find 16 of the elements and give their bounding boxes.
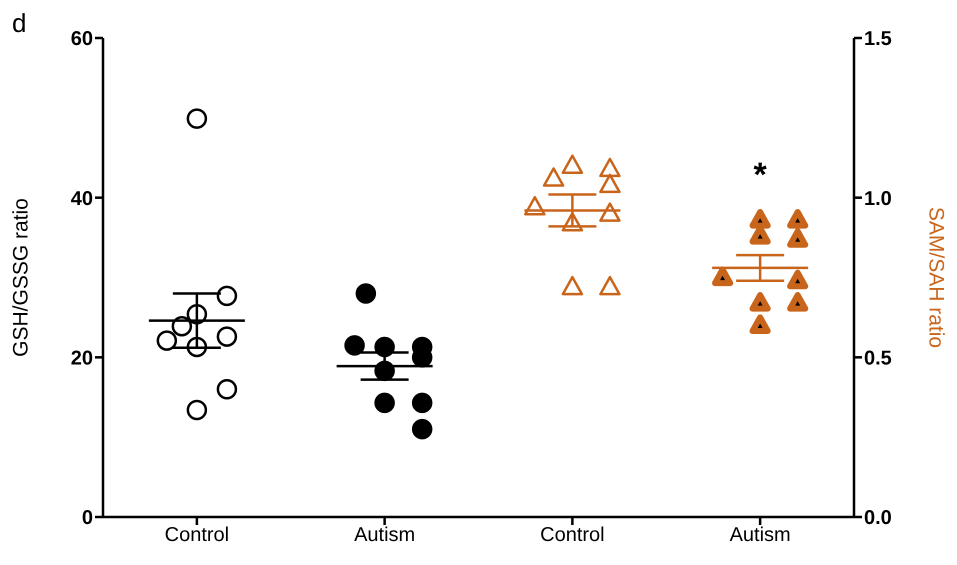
y2-tick-label: 1.0 xyxy=(864,188,892,210)
y-tick-label: 20 xyxy=(70,347,93,370)
chart-title: d xyxy=(12,8,26,38)
y2-axis-title: SAM/SAH ratio xyxy=(924,206,948,348)
y-tick-label: 40 xyxy=(70,188,93,210)
y2-tick-label: 0.5 xyxy=(864,347,892,370)
annotation: * xyxy=(752,156,768,194)
y-tick-label: 60 xyxy=(70,28,93,50)
y-tick-label: 0 xyxy=(82,507,93,530)
y-axis-title: GSH/GSSG ratio xyxy=(9,198,32,357)
x-tick-label: Autism xyxy=(354,524,416,546)
y2-tick-label: 1.5 xyxy=(864,28,892,50)
y2-tick-label: 0.0 xyxy=(864,507,892,530)
x-tick-label: Control xyxy=(164,524,230,546)
x-tick-label: Autism xyxy=(730,524,791,546)
x-tick-label: Control xyxy=(540,524,605,546)
